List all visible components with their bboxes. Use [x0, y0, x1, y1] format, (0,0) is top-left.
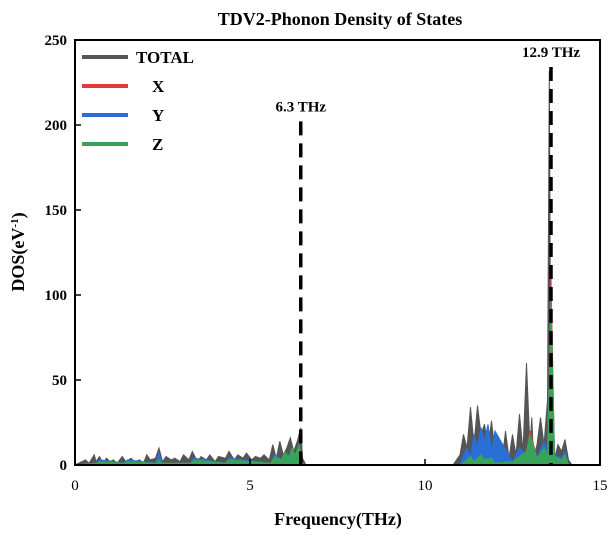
series-total-area — [74, 70, 573, 466]
y-tick-label: 150 — [45, 203, 68, 219]
legend-label-z: Z — [152, 135, 163, 154]
y-axis-label-main: DOS(eV — [8, 228, 29, 292]
y-axis-label: DOS(eV-1) — [8, 212, 29, 291]
chart-title: TDV2-Phonon Density of States — [218, 9, 463, 29]
legend-label-x: X — [152, 77, 165, 96]
plot-frame — [74, 39, 601, 466]
y-axis-ticks: 0 50 100 150 200 250 — [45, 33, 81, 474]
legend: TOTAL XYZ — [82, 48, 194, 154]
y-axis-label-sup: -1 — [9, 218, 21, 227]
x-tick-label: 10 — [418, 478, 433, 494]
annotation-layer: 6.3 THz 12.9 THz — [275, 45, 580, 465]
y-tick-label: 200 — [45, 118, 68, 134]
y-tick-label: 50 — [52, 373, 67, 389]
x-axis-ticks: 0 5 10 15 — [71, 459, 608, 494]
legend-label-total: TOTAL — [136, 48, 194, 67]
x-axis-label: Frequency(THz) — [274, 509, 402, 530]
y-tick-label: 0 — [60, 458, 68, 474]
series-layer — [74, 70, 573, 466]
annotation-label-1: 6.3 THz — [275, 99, 326, 115]
x-tick-label: 5 — [246, 478, 254, 494]
y-tick-label: 100 — [45, 288, 68, 304]
y-tick-label: 250 — [45, 33, 68, 49]
plot-area: 6.3 THz 12.9 THz — [74, 39, 601, 466]
y-axis-label-close: ) — [8, 212, 29, 218]
legend-label-y: Y — [152, 106, 164, 125]
x-tick-label: 15 — [593, 478, 608, 494]
series-y-area — [74, 311, 570, 466]
x-tick-label: 0 — [71, 478, 79, 494]
annotation-label-2: 12.9 THz — [522, 45, 580, 61]
